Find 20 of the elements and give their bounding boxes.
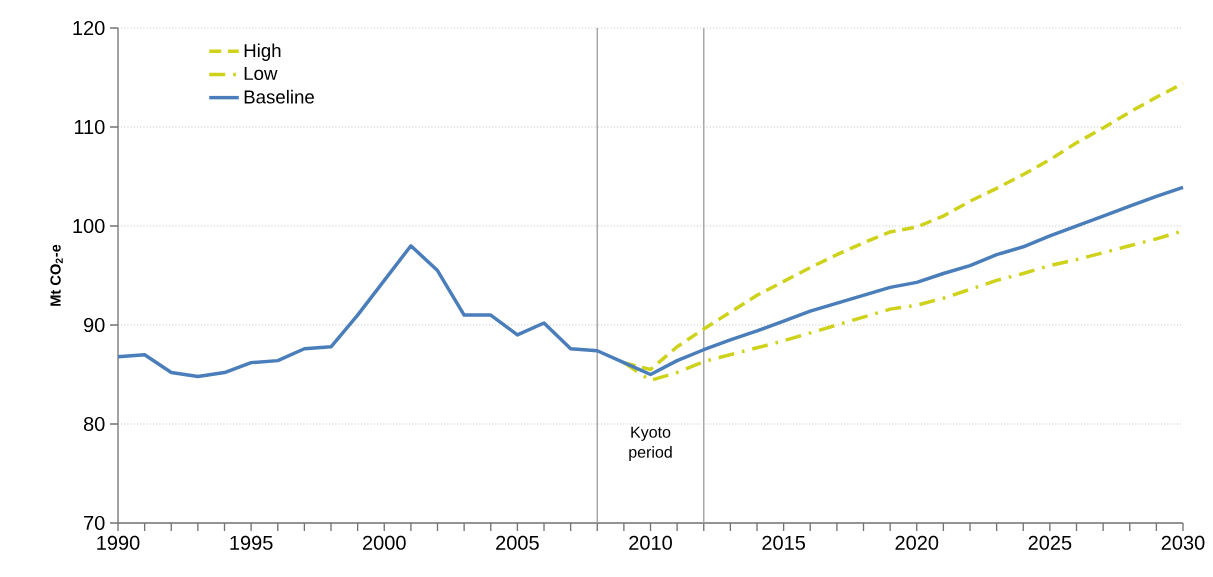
- y-tick-label: 100: [73, 218, 105, 234]
- x-tick-label: 2010: [629, 535, 672, 550]
- x-tick-label: 2025: [1028, 535, 1072, 550]
- x-tick-label: 1990: [97, 535, 140, 550]
- x-tick-label: 2000: [363, 535, 406, 550]
- x-tick-label: 2030: [1161, 535, 1205, 550]
- x-tick-label: 2020: [895, 535, 939, 550]
- y-tick-label: 110: [74, 119, 105, 135]
- x-tick-label: 2015: [762, 535, 806, 550]
- y-tick-label: 70: [84, 515, 105, 531]
- y-tick-label: 120: [73, 20, 105, 36]
- x-tick-label: 2005: [496, 535, 539, 550]
- legend-label: High: [244, 43, 281, 61]
- x-tick-label: 1995: [230, 535, 273, 550]
- y-tick-label: 90: [84, 317, 105, 333]
- legend-label: Baseline: [244, 89, 314, 104]
- y-tick-label: 80: [83, 416, 105, 432]
- y-axis-title: Mt CO$_{2}$-e: [50, 244, 63, 306]
- annotation: Kyoto period: [629, 426, 672, 461]
- legend-label: Low: [244, 67, 278, 81]
